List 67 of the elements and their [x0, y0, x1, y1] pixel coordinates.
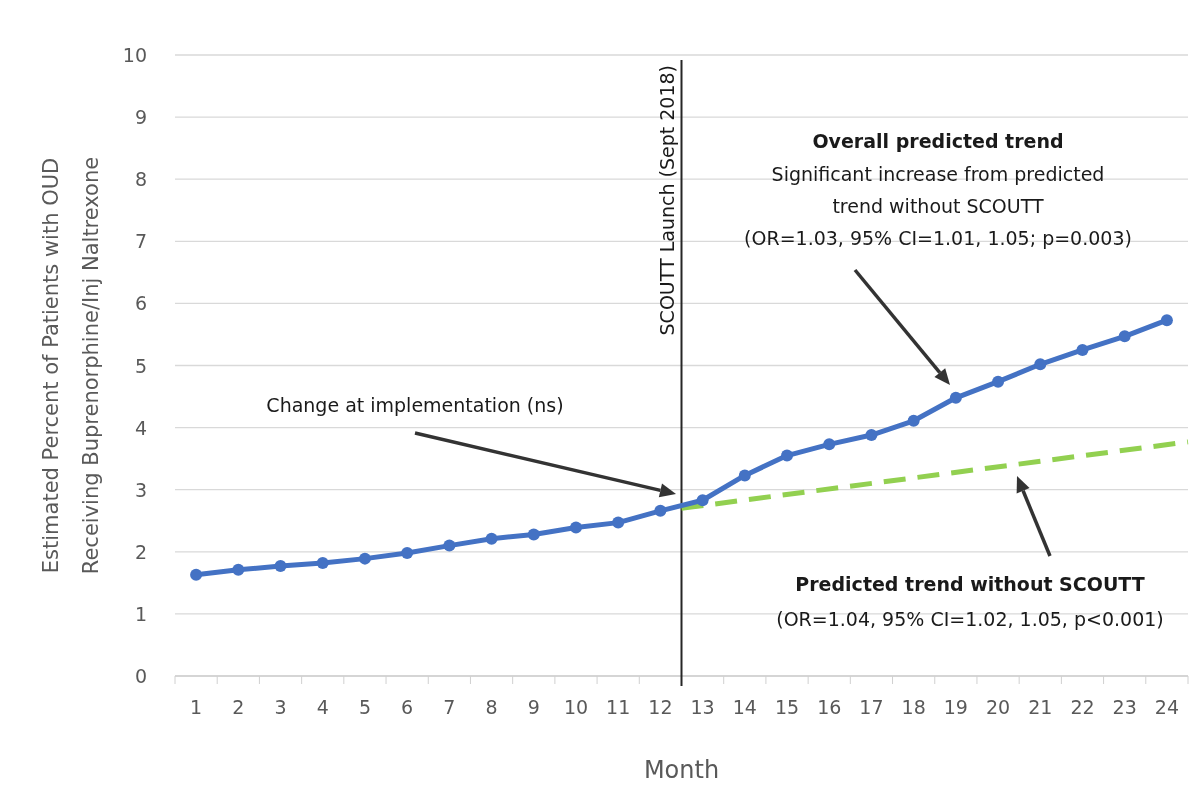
- point: [907, 414, 920, 427]
- point: [1118, 330, 1131, 343]
- y-tick-label: 9: [134, 106, 147, 129]
- y-tick-label: 2: [134, 540, 147, 563]
- x-tick-label: 18: [901, 696, 926, 718]
- x-tick-label: 3: [274, 696, 287, 718]
- point: [190, 568, 203, 581]
- x-tick-label: 19: [943, 696, 968, 718]
- point: [1076, 343, 1089, 356]
- x-tick-label: 22: [1070, 696, 1095, 718]
- x-tick-label: 21: [1028, 696, 1053, 718]
- y-tick-label: 4: [134, 416, 147, 439]
- point: [485, 532, 498, 545]
- y-tick-label: 3: [134, 478, 147, 501]
- point: [865, 429, 878, 442]
- x-axis-title: Month: [643, 756, 720, 784]
- ref-line-label: SCOUTT Launch (Sept 2018): [655, 65, 678, 336]
- x-tick-label: 15: [774, 696, 800, 718]
- y-tick-label: 5: [134, 354, 147, 377]
- y-tick-label: 0: [134, 665, 147, 687]
- y-tick-label: 6: [134, 292, 147, 315]
- annotation: Significant increase from predicted trend without SCOUTT (OR=1.03, 95% CI=1.01, 1.05; p=0.003): [744, 163, 1132, 249]
- x-tick-label: 6: [401, 696, 414, 718]
- point: [232, 563, 245, 576]
- point: [401, 547, 414, 560]
- x-tick-label: 16: [817, 696, 842, 718]
- x-tick-label: 7: [443, 696, 456, 718]
- x-tick-label: 14: [732, 696, 757, 718]
- x-tick-label: 17: [859, 696, 884, 718]
- point: [274, 560, 287, 573]
- point: [612, 516, 625, 529]
- x-tick-label: 9: [527, 696, 540, 718]
- point: [696, 494, 709, 507]
- x-tick-label: 1: [190, 696, 203, 718]
- point: [569, 521, 582, 534]
- point: [1160, 314, 1173, 327]
- point: [992, 375, 1005, 388]
- y-axis-title: Estimated Percent of Patients with OUD Receiving Buprenorphine/Inj Naltrexone: [39, 156, 103, 575]
- point: [738, 469, 751, 482]
- x-tick-label: 4: [316, 696, 329, 718]
- x-tick-label: 10: [563, 696, 589, 718]
- point: [358, 552, 371, 565]
- point: [654, 504, 667, 517]
- x-tick-label: 24: [1154, 696, 1179, 718]
- x-tick-label: 11: [606, 696, 631, 718]
- x-tick-label: 20: [985, 696, 1011, 718]
- x-tick-label: 5: [358, 696, 371, 718]
- x-tick-label: 8: [485, 696, 498, 718]
- x-tick-label: 2: [232, 696, 245, 718]
- point: [949, 391, 962, 404]
- y-tick-label: 8: [134, 168, 147, 191]
- point: [1034, 358, 1047, 371]
- x-tick-label: 23: [1112, 696, 1137, 718]
- annotation: Change at implementation (ns): [266, 394, 564, 416]
- point: [781, 449, 794, 462]
- x-tick-label: 13: [690, 696, 715, 718]
- point: [443, 539, 456, 552]
- x-tick-label: 12: [648, 696, 673, 718]
- annotation: Overall predicted trend: [812, 130, 1064, 152]
- annotation: (OR=1.04, 95% CI=1.02, 1.05, p<0.001): [776, 608, 1164, 630]
- point: [527, 528, 540, 541]
- annotation: Predicted trend without SCOUTT: [795, 573, 1145, 595]
- point: [823, 438, 836, 451]
- y-tick-label: 7: [134, 230, 147, 253]
- y-tick-label: 1: [134, 602, 147, 625]
- y-tick-label: 10: [122, 44, 147, 66]
- point: [316, 556, 329, 569]
